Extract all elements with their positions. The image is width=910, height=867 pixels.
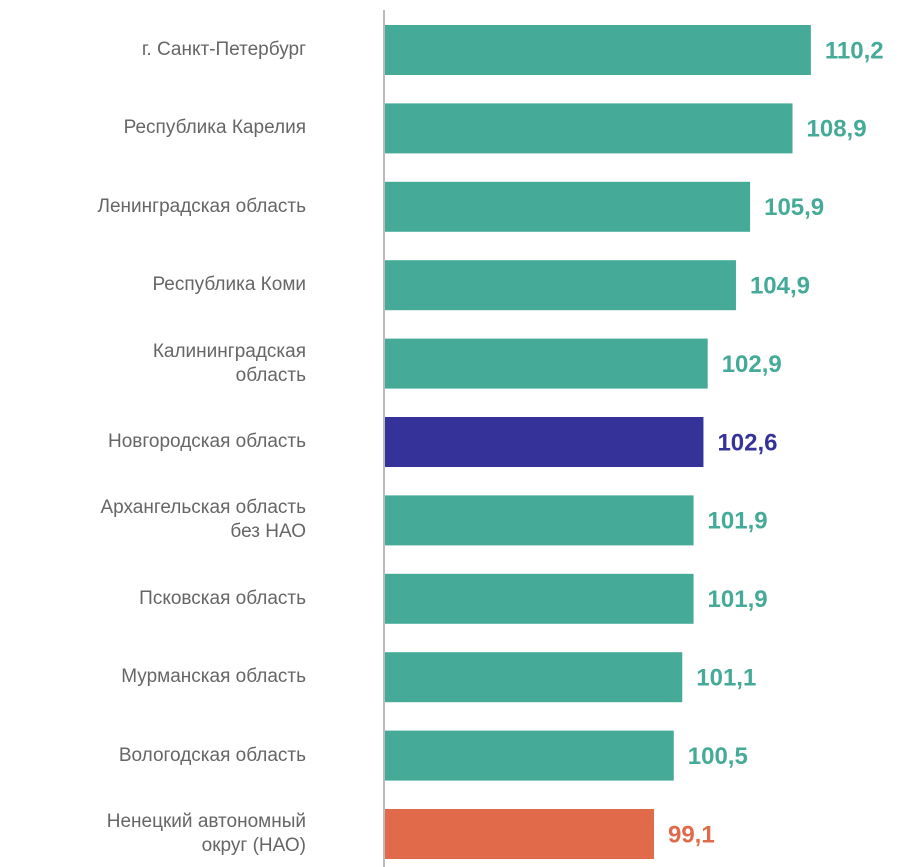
bar — [384, 417, 704, 467]
bar — [384, 25, 811, 75]
value-label: 105,9 — [764, 194, 824, 221]
bar — [384, 730, 674, 781]
category-label: г. Санкт-Петербург — [141, 39, 306, 60]
bar — [384, 495, 694, 546]
value-label: 99,1 — [668, 821, 715, 848]
category-label: Архангельская область без НАО — [100, 497, 306, 543]
value-label: 102,6 — [717, 429, 777, 456]
bar — [384, 652, 683, 703]
value-label: 100,5 — [688, 743, 748, 770]
category-label: Мурманская область — [121, 666, 306, 688]
value-label: 101,9 — [708, 508, 768, 535]
category-label: Республика Коми — [152, 274, 306, 296]
value-label: 102,9 — [722, 351, 782, 378]
category-label: Республика Карелия — [123, 117, 306, 139]
category-label: Псковская область — [139, 587, 306, 609]
category-label: Вологодская область — [118, 744, 306, 766]
value-label: 101,1 — [696, 665, 756, 692]
category-label: Ленинградская область — [97, 195, 307, 217]
bar — [384, 181, 751, 232]
category-label: Новгородская область — [108, 431, 306, 452]
value-label: 110,2 — [825, 37, 884, 64]
bar — [384, 809, 654, 859]
bar — [384, 260, 736, 311]
value-label: 104,9 — [750, 273, 810, 300]
value-label: 101,9 — [708, 586, 768, 613]
category-label: Калининградская область — [152, 340, 306, 386]
bar — [384, 338, 708, 389]
bar — [384, 103, 793, 154]
value-label: 108,9 — [807, 116, 867, 143]
category-label: Ненецкий автономный округ (НАО) — [106, 811, 306, 856]
bar — [384, 573, 694, 624]
